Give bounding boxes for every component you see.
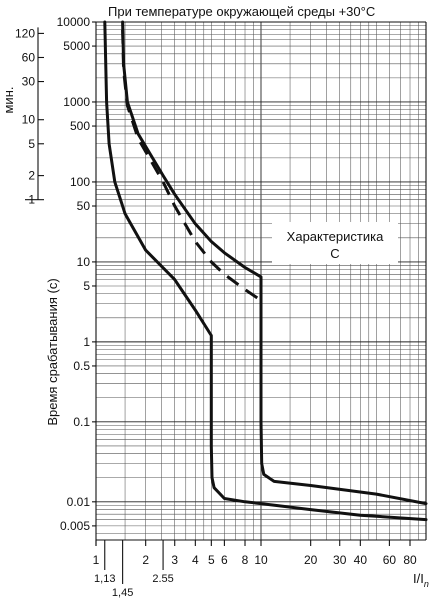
x-tick-label: 1 <box>93 553 100 567</box>
svg-text:I/In: I/In <box>413 571 429 589</box>
y-tick-label: 100 <box>70 175 90 189</box>
chart-title: При температуре окружающей среды +30°C <box>108 4 375 19</box>
x-tick-label: 8 <box>242 553 249 567</box>
characteristic-label-background <box>272 222 398 264</box>
minutes-tick-label: 2 <box>28 169 35 183</box>
minutes-tick-label: 10 <box>22 113 36 127</box>
characteristic-label-box: Характеристика С <box>272 222 398 264</box>
x-tick-label: 2 <box>142 553 149 567</box>
chart-grid <box>95 21 427 540</box>
characteristic-label-line2: С <box>330 246 339 261</box>
x-tick-label: 10 <box>254 553 268 567</box>
x-tick-label: 4 <box>192 553 199 567</box>
chart-tick-labels: 0.005 0.01 0.1 0.5 1 5 10 50 100 500 1000 5000 10000… <box>15 15 417 599</box>
x-tick-label: 40 <box>354 553 368 567</box>
y-tick-label: 50 <box>77 199 91 213</box>
y-tick-label: 0.5 <box>73 359 90 373</box>
x-tick-label: 30 <box>333 553 347 567</box>
chart-curves <box>103 20 428 522</box>
minutes-tick-label: 5 <box>28 137 35 151</box>
x-tick-label: 20 <box>304 553 318 567</box>
x-axis-title-subscript: n <box>424 579 429 589</box>
chart-axes <box>25 21 427 584</box>
x-extra-tick-label: 2.55 <box>152 573 173 585</box>
y-tick-label: 1000 <box>63 95 90 109</box>
x-axis-title: I/In <box>413 571 429 589</box>
x-tick-label: 6 <box>221 553 228 567</box>
y-tick-label: 1 <box>83 335 90 349</box>
y-axis-title: Время срабатывания (с) <box>45 278 60 425</box>
x-tick-label: 60 <box>383 553 397 567</box>
y-tick-label: 10 <box>77 255 91 269</box>
x-tick-label: 80 <box>403 553 417 567</box>
y-tick-label: 5000 <box>63 39 90 53</box>
minutes-tick-label: 30 <box>22 75 36 89</box>
x-tick-label: 3 <box>171 553 178 567</box>
minutes-axis-title: мин. <box>1 87 16 114</box>
y-tick-label: 5 <box>83 279 90 293</box>
y-tick-label: 500 <box>70 119 90 133</box>
y-tick-label: 0.1 <box>73 415 90 429</box>
y-tick-label: 10000 <box>57 15 91 29</box>
x-axis-title-main: I/I <box>413 571 424 586</box>
minutes-tick-label: 1 <box>28 193 35 207</box>
minutes-tick-label: 120 <box>15 26 35 40</box>
trip-curve <box>103 20 428 522</box>
minutes-tick-label: 60 <box>22 50 36 64</box>
y-tick-label: 0.005 <box>60 519 90 533</box>
x-extra-tick-label: 1,13 <box>94 573 115 585</box>
characteristic-label-line1: Характеристика <box>287 229 384 244</box>
x-tick-label: 5 <box>208 553 215 567</box>
trip-curve-dashed <box>121 29 262 302</box>
y-tick-label: 0.01 <box>67 495 91 509</box>
x-extra-tick-label: 1,45 <box>112 587 133 599</box>
